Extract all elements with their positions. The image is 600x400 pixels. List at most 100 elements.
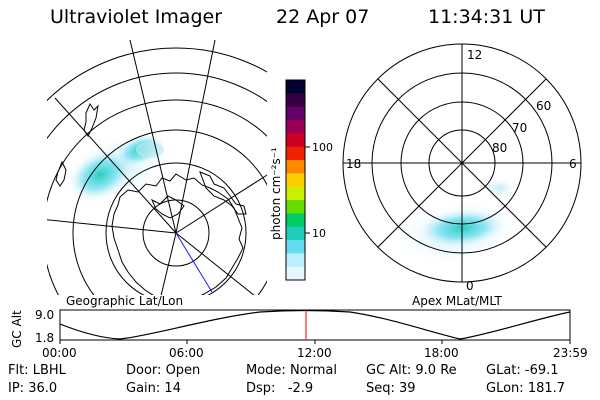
seq-label: Seq: [366, 381, 395, 396]
status-gain: Gain: 14 [126, 381, 181, 396]
status-seq: Seq: 39 [366, 381, 416, 396]
altitude-ymax-label: 9.0 [35, 308, 54, 322]
mlt-label-18: 18 [346, 157, 361, 171]
lat-circle [47, 47, 267, 102]
door-value: Open [165, 363, 201, 378]
geographic-map [47, 40, 267, 295]
instrument-title: Ultraviolet Imager [50, 6, 223, 28]
ip-label: IP: [8, 381, 25, 396]
colorbar-cells [286, 80, 305, 281]
x-tick-label: 00:00 [42, 346, 77, 360]
mode-value: Normal [289, 363, 337, 378]
filter-value: LBHL [32, 363, 66, 378]
new-zealand-coastline [83, 102, 99, 137]
lat-circle [105, 162, 247, 295]
south-america-coastline [199, 171, 247, 215]
colorbar-cell [286, 160, 305, 174]
colorbar-cell [286, 266, 305, 281]
mlat-label-70: 70 [512, 121, 527, 135]
glon-label: GLon: [486, 381, 524, 396]
colorbar-tick-label: 10 [312, 227, 326, 240]
x-tick-label: 12:00 [297, 346, 332, 360]
colorbar: 100 10 photon cm⁻²s⁻¹ [269, 79, 333, 281]
mlt-label-0: 0 [466, 279, 474, 293]
door-label: Door: [126, 363, 162, 378]
glat-label: GLat: [486, 363, 521, 378]
ip-value: 36.0 [28, 381, 58, 396]
mlt-label-6: 6 [569, 157, 577, 171]
lat-circle [72, 129, 267, 295]
dsp-label: Dsp: [246, 381, 276, 396]
dsp-value: -2.9 [287, 381, 314, 396]
colorbar-cell [286, 173, 305, 188]
aurora-haze [484, 178, 516, 198]
colorbar-cell [286, 200, 305, 214]
time-label: 11:34:31 UT [428, 6, 545, 28]
lon-line [160, 232, 177, 295]
altitude-ymin-label: 1.8 [35, 331, 54, 345]
antarctica-inner [150, 195, 185, 219]
mlt-label-12: 12 [467, 48, 482, 62]
magnetic-polar-plot: 12 18 6 0 60 70 80 [342, 43, 582, 293]
status-door: Door: Open [126, 363, 200, 378]
status-glat: GLat: -69.1 [486, 363, 559, 378]
x-tick-label: 06:00 [169, 346, 204, 360]
lon-line [54, 97, 177, 234]
lon-line [47, 219, 177, 234]
status-dsp: Dsp: -2.9 [246, 381, 313, 396]
colorbar-cell [286, 226, 305, 241]
colorbar-cell [286, 186, 305, 201]
satellite-track [175, 232, 213, 293]
glat-value: -69.1 [524, 363, 559, 378]
colorbar-cell [286, 93, 305, 108]
mode-label: Mode: [246, 363, 286, 378]
altitude-plot-frame [59, 309, 571, 341]
status-mode: Mode: Normal [246, 363, 337, 378]
seq-value: 39 [399, 381, 416, 396]
status-glon: GLon: 181.7 [486, 381, 565, 396]
gain-label: Gain: [126, 381, 161, 396]
altitude-curve [59, 309, 571, 340]
glon-value: 181.7 [527, 381, 566, 396]
date-label: 22 Apr 07 [276, 6, 370, 28]
colorbar-frame [285, 79, 306, 281]
colorbar-cell [286, 120, 305, 134]
gcalt-value: 9.0 Re [415, 363, 457, 378]
aurora-band [70, 150, 130, 200]
altitude-plot: 9.0 1.8 GC Alt 00:00 06:00 12:00 18:00 2… [10, 308, 588, 360]
status-gcalt: GC Alt: 9.0 Re [366, 363, 457, 378]
colorbar-cell [286, 240, 305, 254]
altitude-ylabel: GC Alt [10, 310, 24, 348]
colorbar-cell [286, 213, 305, 228]
mlat-label-60: 60 [536, 99, 551, 113]
aurora-band [136, 142, 164, 158]
x-tick-label: 18:00 [424, 346, 459, 360]
mlt-line [377, 78, 547, 248]
colorbar-cell [286, 106, 305, 121]
lon-line [175, 232, 255, 295]
lon-line [129, 40, 177, 234]
gcalt-label: GC Alt: [366, 363, 412, 378]
colorbar-cell [286, 80, 305, 94]
altitude-x-ticks [59, 340, 571, 344]
mag-panel-caption: Apex MLat/MLT [412, 294, 502, 308]
status-filter: Flt: LBHL [8, 363, 66, 378]
colorbar-cell [286, 253, 305, 268]
antarctica-coastline [111, 173, 244, 295]
mlt-lines [343, 44, 581, 282]
lat-circle [47, 99, 267, 295]
lon-line [175, 40, 216, 234]
colorbar-cell [286, 133, 305, 148]
gain-value: 14 [164, 381, 181, 396]
lat-circle [47, 72, 267, 140]
colorbar-cell [286, 146, 305, 161]
status-ip: IP: 36.0 [8, 381, 57, 396]
island-coastline [55, 160, 67, 187]
x-tick-label: 23:59 [553, 346, 588, 360]
mlat-label-80: 80 [492, 141, 507, 155]
colorbar-tick-label: 100 [312, 141, 333, 154]
filter-label: Flt: [8, 363, 29, 378]
colorbar-label: photon cm⁻²s⁻¹ [269, 147, 283, 240]
geo-panel-caption: Geographic Lat/Lon [66, 294, 183, 308]
